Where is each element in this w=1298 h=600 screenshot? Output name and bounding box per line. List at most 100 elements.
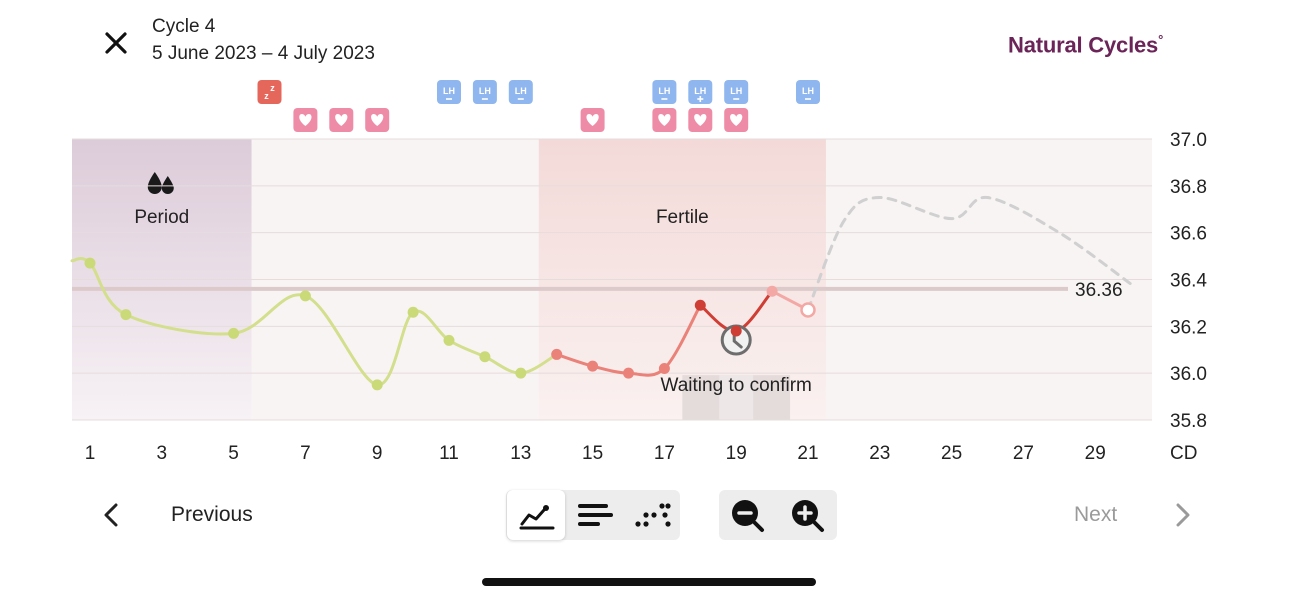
lh-test-badge: LH bbox=[508, 80, 533, 104]
x-tick-label: 29 bbox=[1085, 443, 1106, 464]
data-point bbox=[443, 334, 455, 346]
x-tick-label: 9 bbox=[372, 443, 383, 464]
brand-logo: Natural Cycles° bbox=[1008, 32, 1163, 58]
y-tick-label: 36.6 bbox=[1170, 224, 1207, 245]
x-tick-label: 25 bbox=[941, 443, 962, 464]
series-line-prediction bbox=[806, 196, 1133, 312]
data-point bbox=[299, 290, 311, 302]
y-tick-label: 36.2 bbox=[1170, 317, 1207, 338]
waiting-label: Waiting to confirm bbox=[661, 375, 812, 396]
dots-view-button[interactable] bbox=[622, 490, 680, 540]
heart-icon bbox=[694, 114, 707, 126]
data-point bbox=[658, 362, 670, 374]
list-icon bbox=[578, 504, 613, 526]
cycle-dates: 5 June 2023 – 4 July 2023 bbox=[152, 43, 375, 64]
next-button[interactable]: Next bbox=[1074, 503, 1118, 526]
cycle-title: Cycle 4 bbox=[152, 16, 216, 37]
lh-badge-text: LH bbox=[730, 86, 742, 96]
heart-badge bbox=[365, 108, 390, 132]
x-tick-label: 21 bbox=[797, 443, 818, 464]
y-tick-label: 36.8 bbox=[1170, 177, 1207, 198]
lh-test-badge: LH bbox=[652, 80, 677, 104]
lh-badge-text: LH bbox=[515, 86, 527, 96]
heart-badge bbox=[329, 108, 354, 132]
x-tick-label: 5 bbox=[228, 443, 239, 464]
heart-badge bbox=[724, 108, 749, 132]
y-tick-label: 37.0 bbox=[1170, 130, 1207, 151]
data-point bbox=[800, 302, 816, 318]
zoom-group bbox=[719, 490, 837, 540]
drops-icon bbox=[147, 172, 174, 194]
x-tick-label: 1 bbox=[85, 443, 96, 464]
data-point bbox=[551, 348, 563, 360]
lh-test-badge: LH bbox=[472, 80, 497, 104]
data-point bbox=[228, 327, 240, 339]
region-period-label: Period bbox=[134, 207, 189, 228]
data-point bbox=[407, 306, 419, 318]
lh-test-badge: LH bbox=[688, 80, 713, 104]
view-toggle-group bbox=[506, 490, 680, 540]
next-chevron-button[interactable] bbox=[1166, 498, 1198, 532]
x-tick-label: 27 bbox=[1013, 443, 1034, 464]
close-button[interactable] bbox=[96, 22, 136, 62]
zoom-in-icon bbox=[792, 500, 824, 532]
heart-badge bbox=[652, 108, 677, 132]
chevron-left-icon bbox=[104, 503, 118, 527]
data-point bbox=[479, 351, 491, 363]
lh-badge-text: LH bbox=[443, 86, 455, 96]
data-point bbox=[623, 367, 634, 379]
chevron-right-icon bbox=[1176, 503, 1190, 527]
x-tick-label: 23 bbox=[869, 443, 890, 464]
sleep-badge-text: z bbox=[270, 83, 275, 93]
heart-icon bbox=[371, 114, 384, 126]
data-point bbox=[84, 257, 96, 269]
close-icon bbox=[105, 32, 127, 54]
heart-icon bbox=[730, 114, 743, 126]
zoom-out-button[interactable] bbox=[719, 490, 777, 540]
temperature-chart[interactable]: Period Fertile 37.0 36.8 36.6 36.4 36.2 36.0 35.… bbox=[0, 70, 1298, 470]
x-tick-label: 15 bbox=[582, 443, 603, 464]
x-tick-label: 13 bbox=[510, 443, 531, 464]
data-point bbox=[587, 360, 599, 372]
lh-test-badge: LH bbox=[437, 80, 461, 104]
x-tick-label: 11 bbox=[439, 443, 459, 464]
brand-mark: ° bbox=[1158, 32, 1164, 47]
cover-line-label: 36.36 bbox=[1075, 280, 1123, 301]
y-tick-label: 36.0 bbox=[1170, 364, 1207, 385]
heart-badge bbox=[293, 108, 318, 132]
x-axis-unit-label: CD bbox=[1170, 443, 1197, 464]
data-point bbox=[515, 367, 527, 379]
graph-icon bbox=[519, 505, 555, 530]
x-tick-label: 3 bbox=[157, 443, 168, 464]
lh-test-badge: LH bbox=[724, 80, 749, 104]
zoom-in-button[interactable] bbox=[779, 490, 837, 540]
x-tick-label: 17 bbox=[654, 443, 675, 464]
brand-name: Natural Cycles bbox=[1008, 32, 1159, 58]
heart-icon bbox=[299, 114, 312, 126]
list-view-button[interactable] bbox=[566, 490, 624, 540]
sleep-badge: zz bbox=[257, 80, 282, 104]
data-point bbox=[766, 285, 778, 297]
waiting-band-highlight bbox=[719, 375, 754, 420]
region-fertile-label: Fertile bbox=[656, 207, 709, 228]
data-point bbox=[694, 299, 706, 311]
data-point bbox=[730, 325, 742, 337]
x-tick-label: 7 bbox=[300, 443, 311, 464]
x-tick-label: 19 bbox=[726, 443, 747, 464]
dots-icon bbox=[635, 503, 671, 527]
heart-badge bbox=[580, 108, 605, 132]
lh-badge-text: LH bbox=[479, 86, 491, 96]
heart-icon bbox=[658, 114, 671, 126]
waiting-band bbox=[682, 375, 791, 420]
heart-badge bbox=[688, 108, 713, 132]
data-point bbox=[120, 309, 132, 321]
previous-button[interactable]: Previous bbox=[171, 503, 253, 526]
heart-icon bbox=[586, 114, 599, 126]
lh-badge-text: LH bbox=[802, 86, 814, 96]
graph-view-button[interactable] bbox=[507, 490, 565, 540]
previous-chevron-button[interactable] bbox=[96, 498, 128, 532]
heart-icon bbox=[335, 114, 348, 126]
home-indicator bbox=[482, 578, 816, 586]
lh-badge-text: LH bbox=[694, 86, 706, 96]
y-tick-label: 35.8 bbox=[1170, 411, 1207, 432]
